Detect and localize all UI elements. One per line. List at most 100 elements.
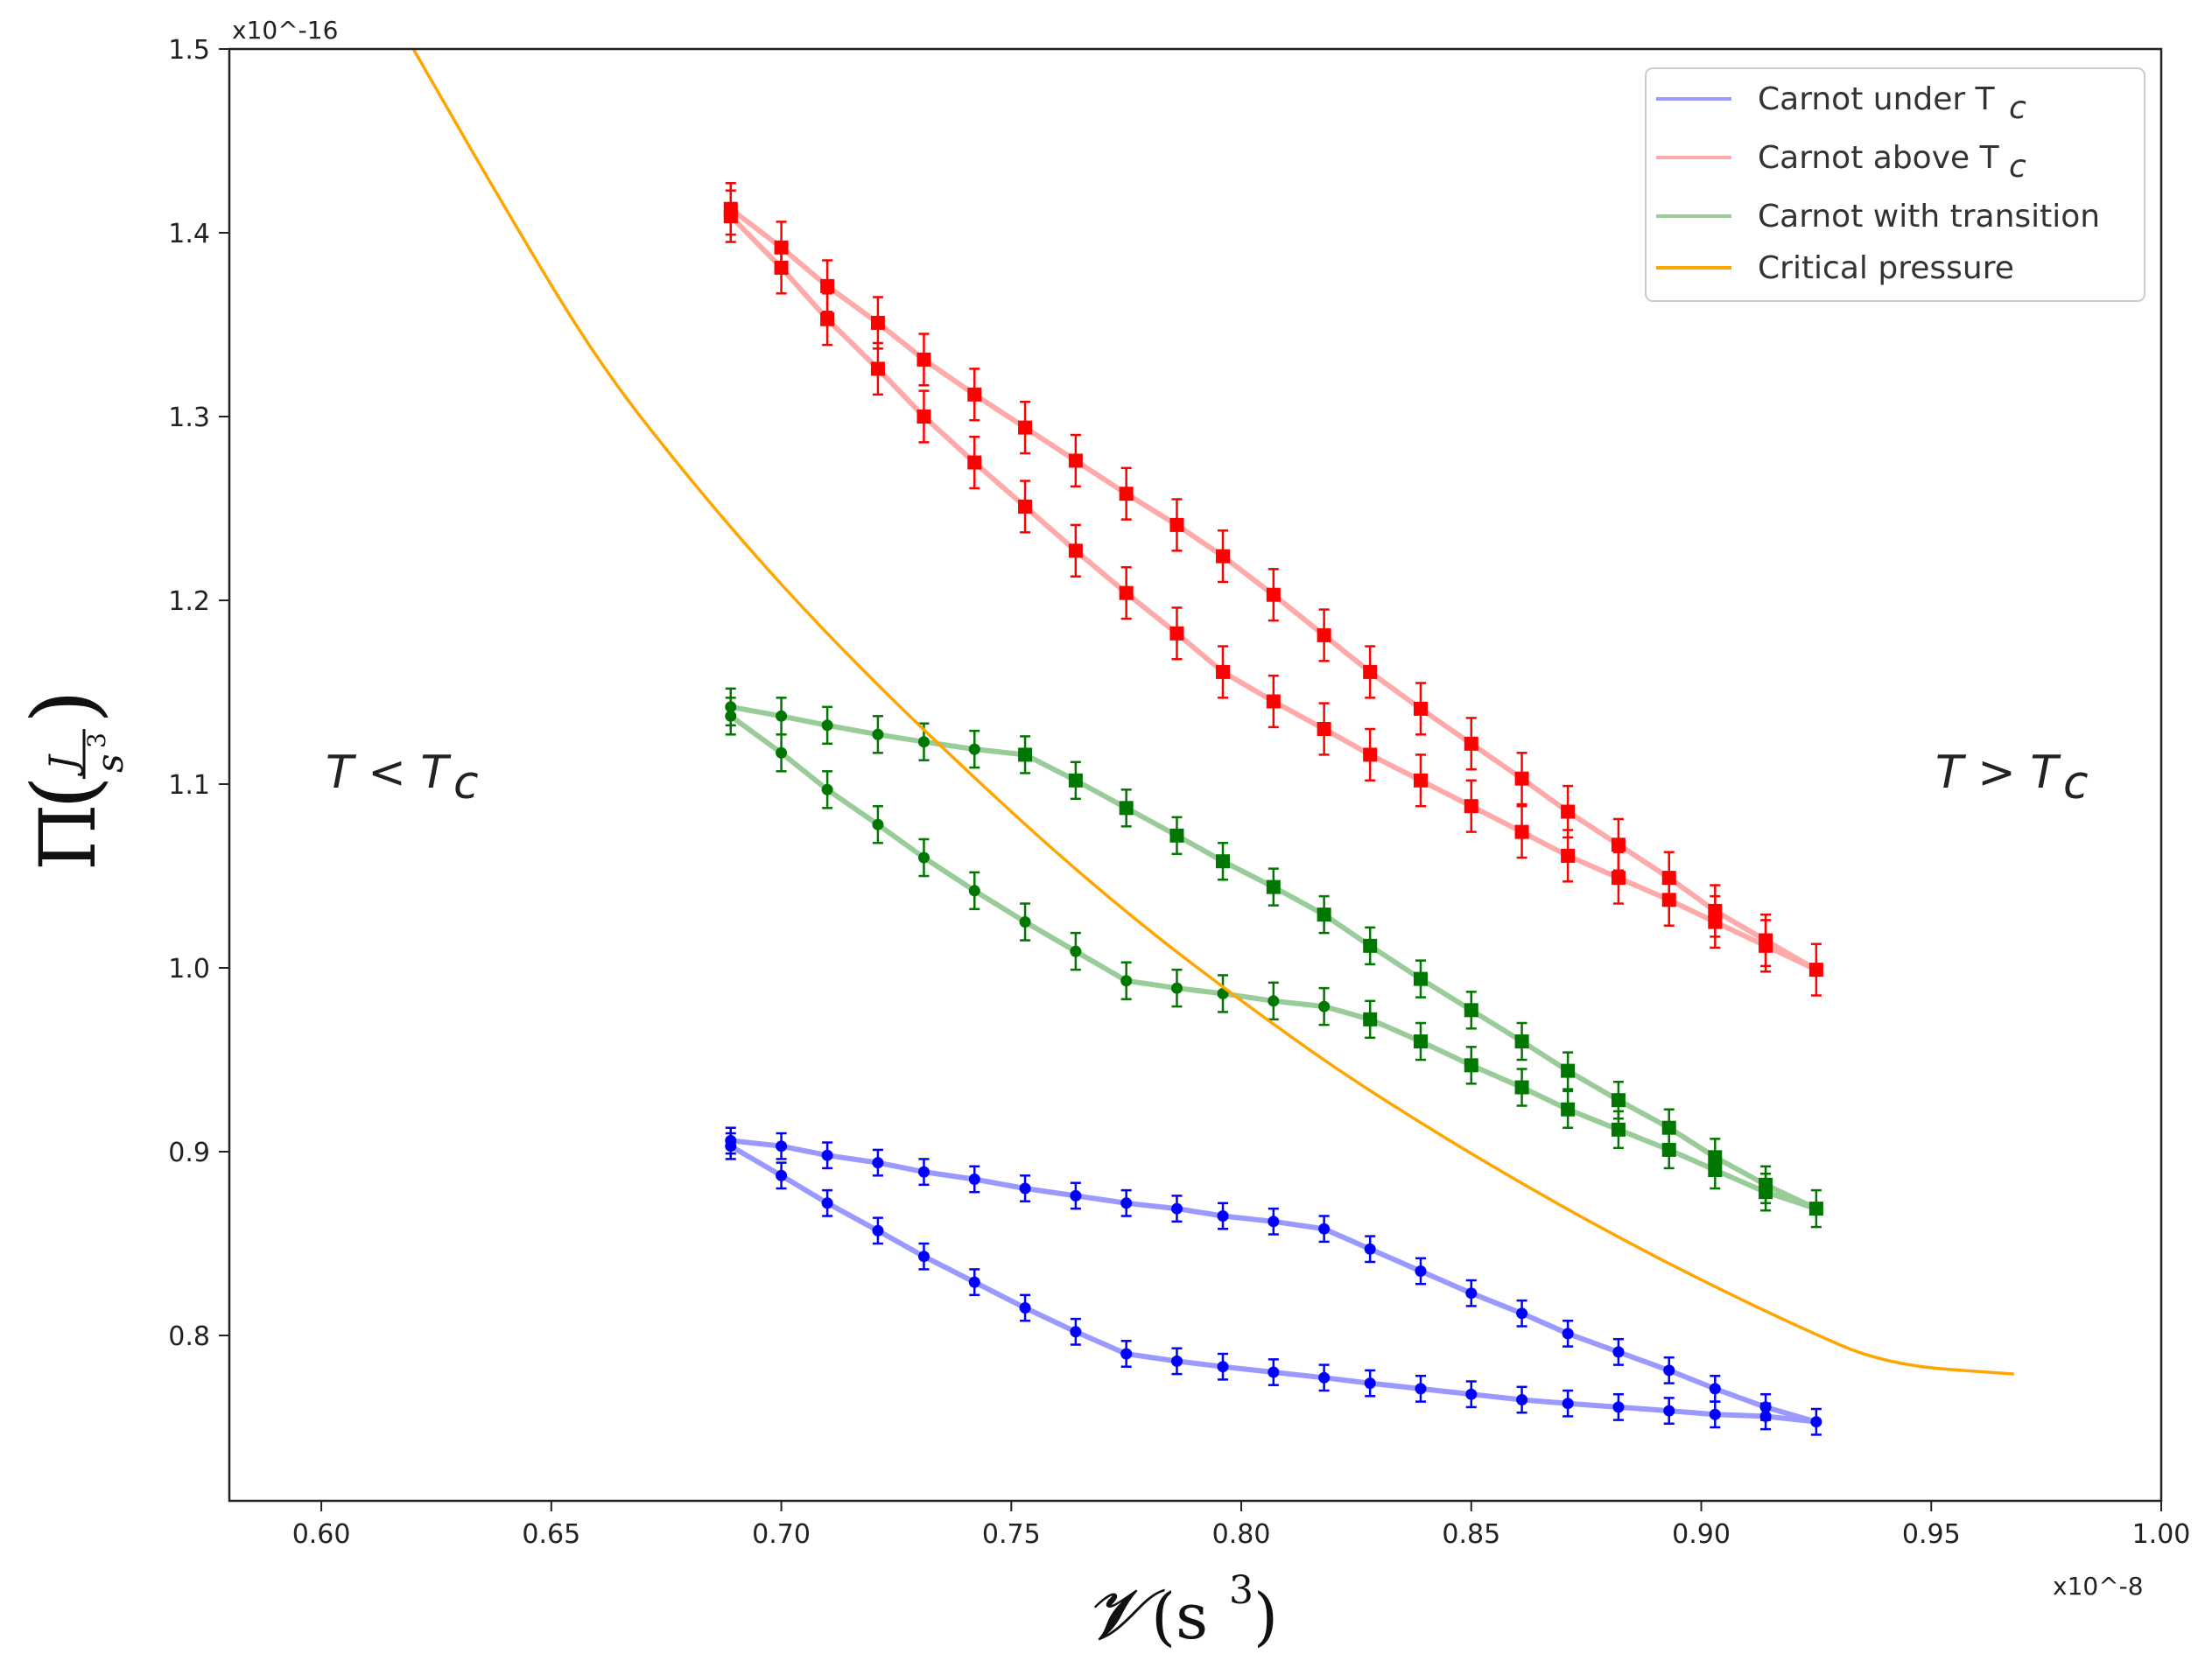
data-point [872, 1157, 884, 1169]
data-point [870, 361, 885, 376]
y-tick-label: 1.3 [168, 403, 210, 433]
data-point [1759, 1185, 1773, 1200]
data-point [1169, 626, 1184, 641]
y-axis-label-symbol: Π [23, 803, 113, 871]
data-point [1268, 995, 1280, 1007]
x-axis-label-close: ) [1253, 1580, 1278, 1653]
data-point [1611, 1093, 1626, 1108]
y-tick-label: 1.1 [168, 770, 210, 801]
data-point [1120, 1348, 1133, 1360]
data-point [1170, 1202, 1183, 1215]
data-point [774, 260, 789, 275]
legend-box [1645, 67, 2145, 302]
data-point [1018, 420, 1033, 435]
x-multiplier: x10^-8 [2053, 1572, 2144, 1601]
data-point [1363, 664, 1378, 679]
annotation-below-tc-text: T < T [326, 746, 452, 799]
data-point [725, 1140, 737, 1153]
data-point [1413, 701, 1428, 716]
data-point [917, 1166, 930, 1178]
data-point [1170, 982, 1183, 994]
plot-frame [228, 47, 2163, 1503]
data-point [967, 387, 982, 402]
data-point [968, 1174, 980, 1185]
data-point [1611, 871, 1626, 886]
data-point [1561, 1102, 1576, 1117]
data-point [776, 1169, 788, 1181]
data-point [1318, 1371, 1331, 1384]
y-tick-label: 1.4 [168, 219, 210, 249]
data-point [820, 312, 835, 326]
data-point [916, 352, 931, 367]
data-point [1363, 1012, 1378, 1027]
data-point [1465, 1287, 1478, 1300]
data-point [1709, 1408, 1721, 1420]
y-tick-label: 1.0 [168, 954, 210, 985]
data-point [1217, 1361, 1229, 1373]
annotation-above-tc-text: T > T [1935, 746, 2061, 799]
svg-text:(: ( [13, 775, 116, 809]
data-point [1561, 804, 1576, 819]
x-tick-label: 1.00 [2132, 1519, 2191, 1550]
data-point [917, 1251, 930, 1263]
data-point [1266, 694, 1281, 709]
series-line-carnot-transition [727, 704, 1819, 1212]
data-point [1464, 1003, 1478, 1018]
annotation-above-tc: T > T c [1935, 746, 2089, 809]
data-point [1169, 517, 1184, 532]
data-point [1808, 1202, 1823, 1216]
x-axis-label-unit: (s [1151, 1580, 1208, 1653]
data-point [821, 783, 833, 795]
data-point [1561, 1063, 1576, 1078]
data-point [1019, 1182, 1031, 1195]
data-point [1562, 1328, 1574, 1340]
legend-label-carnot-transition: Carnot with transition [1758, 199, 2100, 235]
data-point [967, 455, 982, 470]
data-point [1070, 1326, 1082, 1338]
series-line-carnot-under [727, 1138, 1819, 1425]
legend: Carnot under T c Carnot above T c Carnot… [1645, 67, 2145, 302]
series-line-carnot-above [727, 207, 1819, 973]
data-point [1663, 1364, 1675, 1377]
y-axis-label: Π ( J s 3 ) [13, 690, 131, 871]
x-tick-label: 0.75 [982, 1519, 1041, 1550]
legend-item-carnot-above: Carnot above T c [1656, 140, 2026, 185]
series-carnot-transition [725, 687, 1823, 1229]
data-point [1217, 1210, 1229, 1222]
data-point [1216, 664, 1231, 679]
data-point [1661, 1142, 1676, 1157]
x-tick-label: 0.60 [292, 1519, 351, 1550]
data-point [872, 818, 884, 830]
data-point [723, 209, 738, 224]
data-point [1119, 801, 1134, 816]
data-point [1514, 824, 1529, 839]
data-point [1317, 627, 1331, 642]
data-point [1068, 543, 1083, 558]
data-point [1612, 1346, 1625, 1358]
y-ticks: 0.8 0.9 1.0 1.1 1.2 1.3 1.4 1.5 [168, 35, 229, 1352]
data-point [821, 1149, 833, 1161]
data-point [1611, 838, 1626, 852]
legend-label-carnot-under: Carnot under T [1758, 81, 1996, 117]
series-carnot-above [723, 182, 1823, 997]
data-point [1120, 975, 1133, 987]
series-critical-pressure [411, 48, 2014, 1376]
data-point [1413, 773, 1428, 788]
data-point [1516, 1307, 1528, 1320]
data-point [917, 852, 930, 864]
x-tick-label: 0.65 [522, 1519, 580, 1550]
data-point [1216, 549, 1231, 564]
legend-item-carnot-transition: Carnot with transition [1656, 199, 2100, 235]
data-point [821, 719, 833, 732]
legend-label-critical-pressure: Critical pressure [1758, 250, 2014, 286]
x-axis-label: 𝓥 (s 3 ) [1085, 1568, 1278, 1655]
x-ticks: 0.60 0.65 0.70 0.75 0.80 0.85 0.90 0.95 1.00 [292, 1501, 2191, 1550]
data-point [916, 410, 931, 424]
data-point [1070, 945, 1082, 957]
y-multiplier: x10^-16 [232, 16, 338, 45]
data-point [1464, 736, 1478, 751]
data-point [968, 743, 980, 755]
plot-series [411, 48, 2014, 1436]
data-point [1415, 1383, 1427, 1395]
data-point [968, 1276, 980, 1288]
